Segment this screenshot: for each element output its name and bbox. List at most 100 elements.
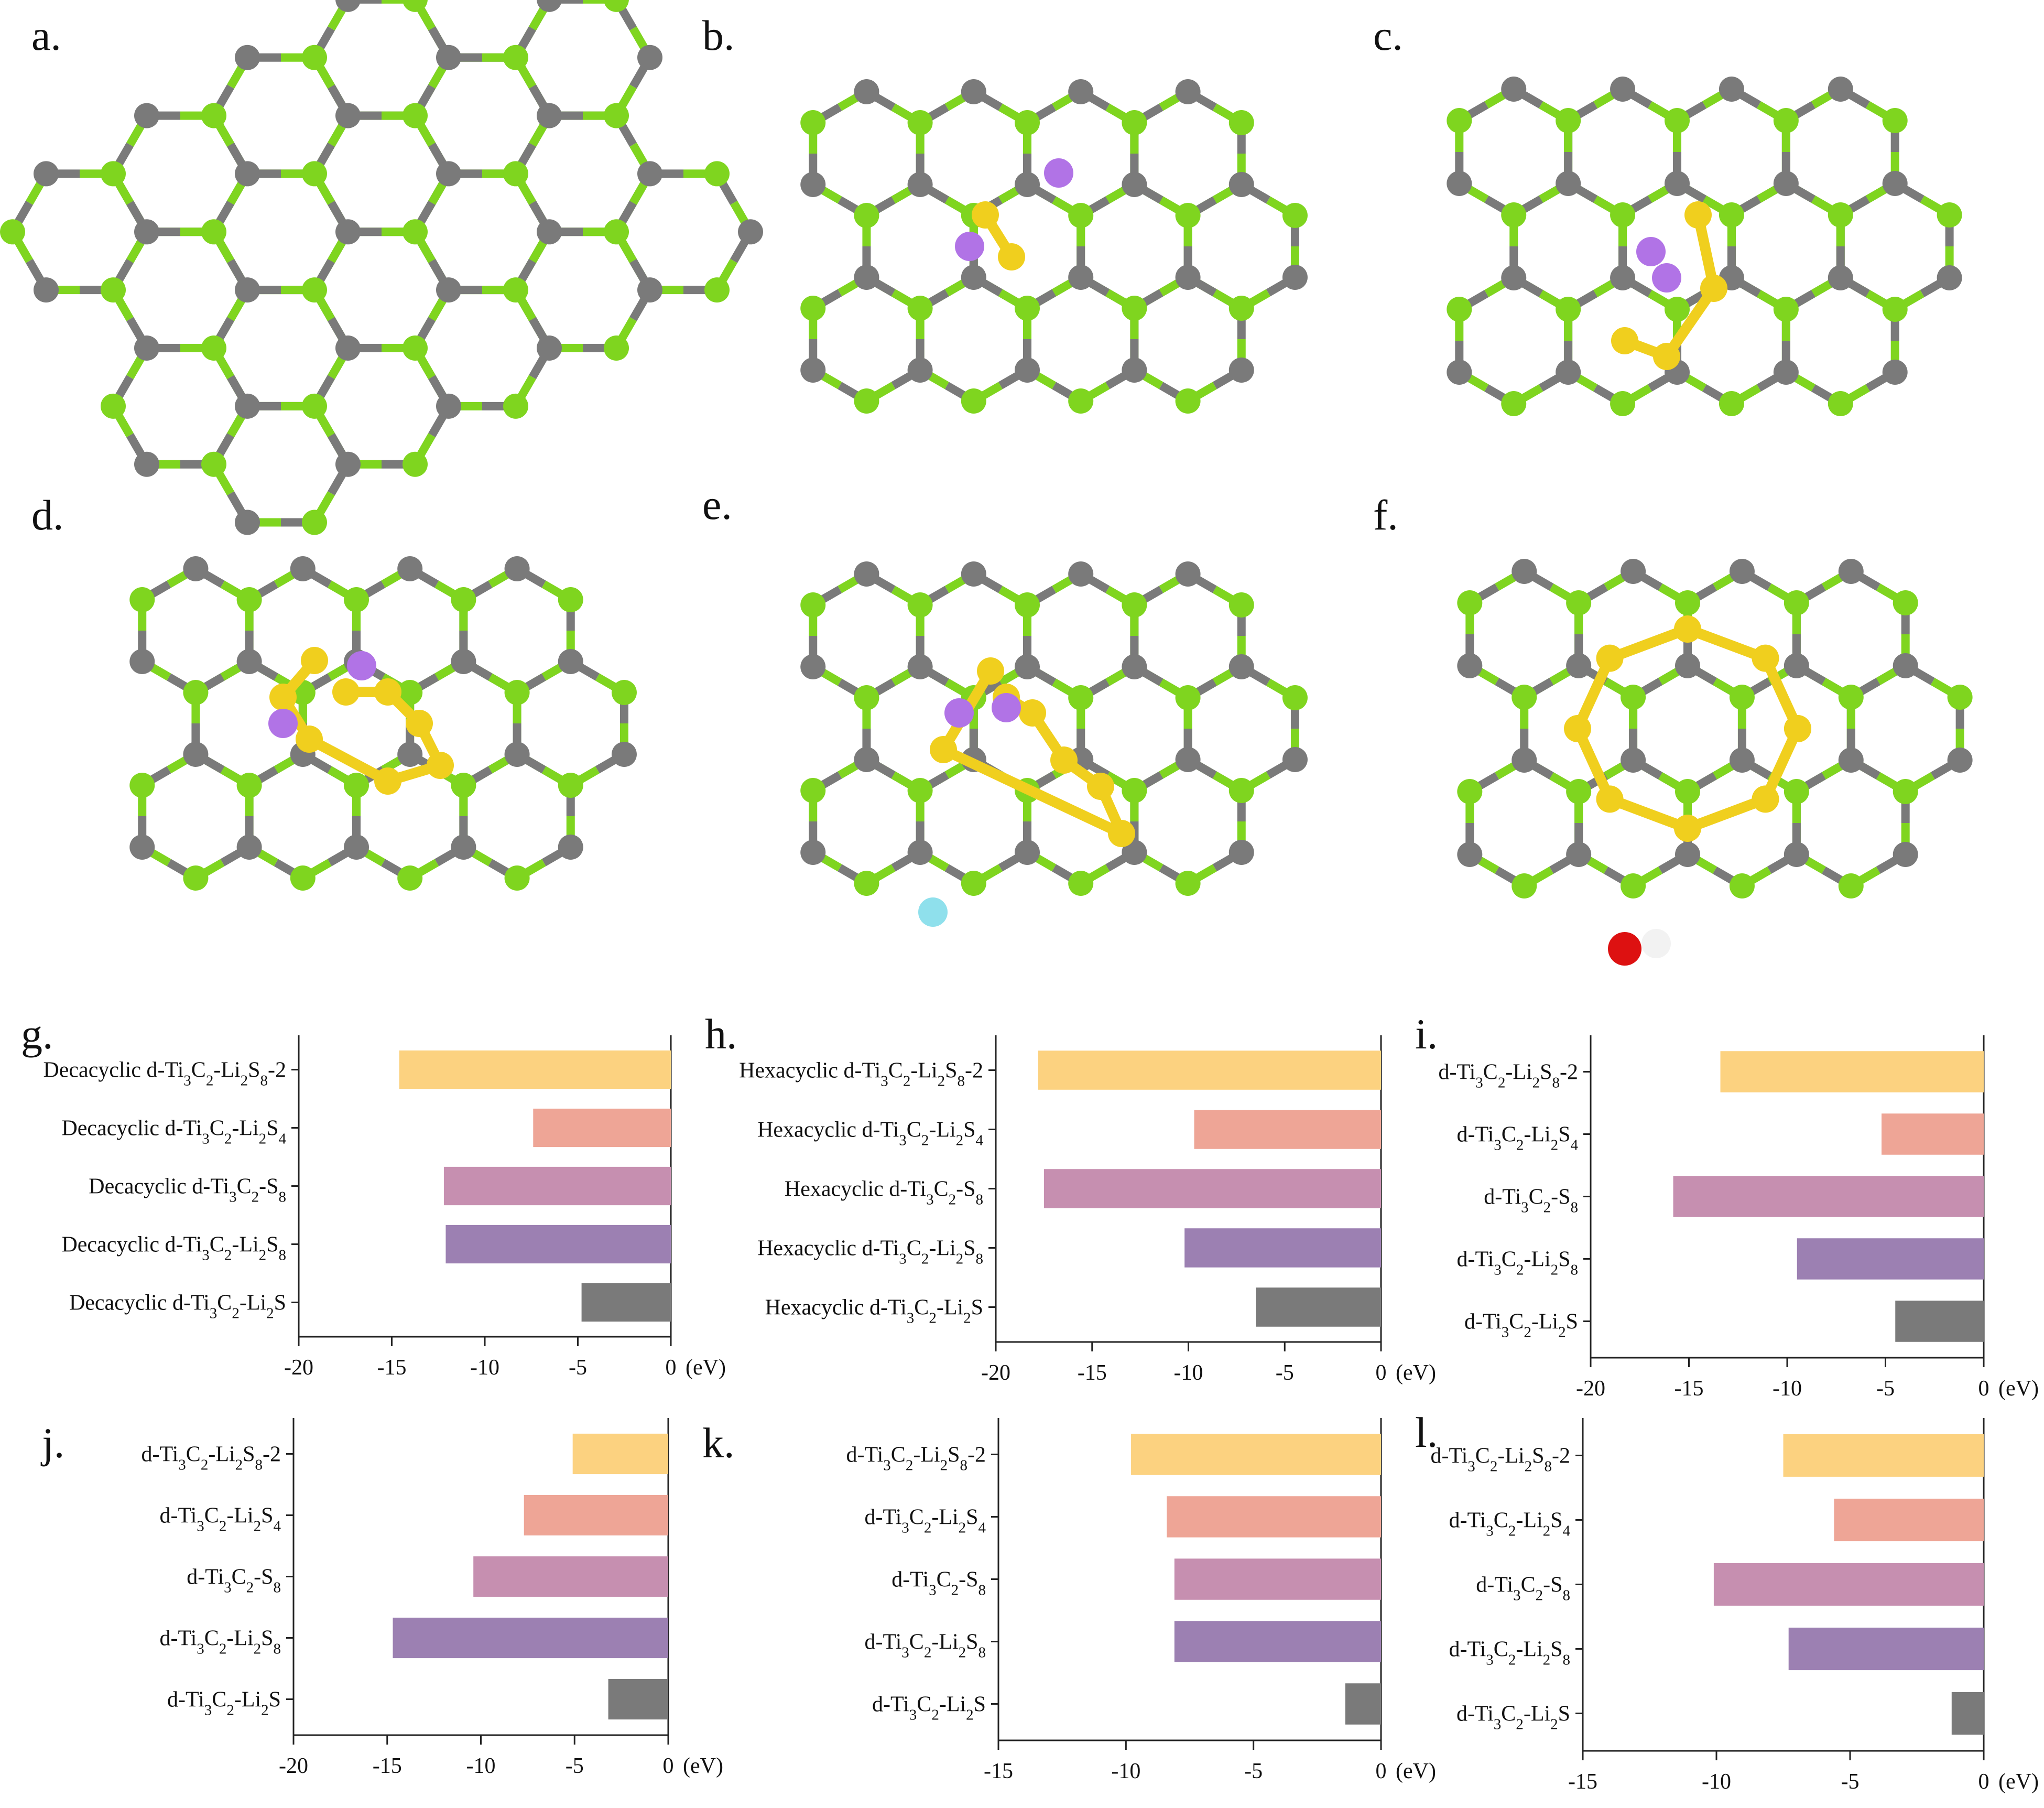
bond bbox=[307, 734, 390, 786]
c-atom bbox=[1015, 172, 1040, 197]
ti-atom bbox=[1937, 202, 1962, 228]
ti-atom bbox=[1175, 685, 1201, 710]
c-atom bbox=[436, 277, 461, 303]
c-atom bbox=[451, 835, 476, 860]
category-label: d-Ti3C2-Li2S4 bbox=[159, 1504, 281, 1535]
c-atom bbox=[1068, 265, 1094, 290]
ti-atom bbox=[1228, 778, 1254, 803]
li-atom bbox=[1652, 263, 1681, 293]
c-atom bbox=[1556, 171, 1581, 196]
c-atom bbox=[1228, 172, 1254, 197]
ti-atom bbox=[302, 161, 327, 187]
bar bbox=[1895, 1301, 1984, 1342]
ti-atom bbox=[451, 773, 476, 798]
s-atom bbox=[1784, 715, 1811, 742]
c-atom bbox=[1068, 79, 1094, 104]
category-label: d-Ti3C2-Li2S8-2 bbox=[141, 1443, 281, 1474]
x-tick-label: -15 bbox=[377, 1356, 407, 1380]
category-label: d-Ti3C2-Li2S8 bbox=[159, 1627, 281, 1658]
bar bbox=[1038, 1051, 1381, 1090]
structure-panel-f: f. bbox=[1373, 491, 1973, 966]
c-atom bbox=[1566, 653, 1592, 678]
li-atom bbox=[955, 232, 984, 261]
ti-atom bbox=[344, 587, 369, 612]
ti-atom bbox=[1675, 590, 1700, 615]
c-atom bbox=[800, 358, 826, 383]
ti-atom bbox=[397, 680, 423, 705]
c-atom bbox=[1838, 559, 1864, 584]
ti-atom bbox=[1773, 297, 1799, 322]
x-tick-label: -10 bbox=[1174, 1361, 1203, 1385]
ti-atom bbox=[1729, 685, 1755, 710]
s-atom bbox=[1108, 820, 1135, 847]
ti-atom bbox=[854, 388, 879, 414]
ti-atom bbox=[800, 110, 826, 135]
category-label: d-Ti3C2-Li2S bbox=[1464, 1310, 1578, 1341]
c-atom bbox=[1610, 77, 1636, 102]
li-atom bbox=[347, 651, 376, 680]
ti-atom bbox=[1228, 296, 1254, 321]
ti-atom bbox=[1621, 685, 1646, 710]
ti-atom bbox=[961, 871, 986, 896]
chart-panel-k: k. -15 -10 -5 0 (eV) d-Ti3C2-Li2S8-2 d-Ti3C2-Li… bbox=[702, 1418, 1436, 1783]
ti-atom bbox=[854, 871, 879, 896]
f-atom bbox=[918, 897, 948, 927]
c-atom bbox=[1122, 358, 1147, 383]
c-atom bbox=[235, 161, 260, 187]
s-atom bbox=[1752, 644, 1779, 672]
c-atom bbox=[1015, 654, 1040, 679]
li-atom bbox=[992, 693, 1021, 722]
ti-atom bbox=[302, 393, 327, 419]
c-atom bbox=[1828, 265, 1853, 290]
c-atom bbox=[1175, 747, 1201, 772]
ti-atom bbox=[854, 203, 879, 228]
c-atom bbox=[183, 556, 209, 581]
ti-atom bbox=[1566, 590, 1592, 615]
panel-label: e. bbox=[702, 481, 732, 528]
c-atom bbox=[1282, 265, 1308, 290]
bar bbox=[1713, 1563, 1984, 1606]
c-atom bbox=[537, 219, 562, 245]
s-atom bbox=[1611, 327, 1638, 354]
ti-atom bbox=[201, 451, 226, 477]
category-label: d-Ti3C2-Li2S bbox=[1456, 1702, 1570, 1733]
c-atom bbox=[1675, 842, 1700, 867]
s-atom bbox=[1653, 343, 1680, 370]
c-atom bbox=[335, 451, 361, 477]
c-atom bbox=[1838, 748, 1864, 773]
ti-atom bbox=[503, 393, 528, 419]
c-atom bbox=[134, 219, 159, 245]
unit-label: (eV) bbox=[686, 1356, 726, 1380]
x-tick-label: -10 bbox=[1702, 1770, 1731, 1794]
c-atom bbox=[235, 393, 260, 419]
ti-atom bbox=[403, 103, 428, 128]
c-atom bbox=[1457, 653, 1483, 678]
ti-atom bbox=[236, 587, 262, 612]
category-label: d-Ti3C2-Li2S8 bbox=[864, 1630, 986, 1661]
structure-panel-a: a. bbox=[0, 0, 763, 535]
x-tick-label: -15 bbox=[1675, 1377, 1704, 1401]
ti-atom bbox=[1228, 110, 1254, 135]
c-atom bbox=[1447, 360, 1472, 385]
c-atom bbox=[637, 277, 662, 303]
c-atom bbox=[1447, 171, 1472, 196]
ti-atom bbox=[1610, 391, 1636, 416]
c-atom bbox=[1675, 653, 1700, 678]
x-tick-label: -15 bbox=[1568, 1770, 1597, 1794]
structure-panel-c: c. bbox=[1373, 12, 1962, 416]
ti-atom bbox=[1784, 590, 1809, 615]
chart-panel-i: i. -20 -15 -10 -5 0 (eV) d-Ti3C2-Li2S8-2 d-Ti3C2… bbox=[1415, 1010, 2039, 1401]
s-atom bbox=[301, 647, 328, 674]
c-atom bbox=[854, 79, 879, 104]
s-atom bbox=[977, 657, 1004, 685]
c-atom bbox=[907, 654, 933, 679]
s-atom bbox=[1700, 275, 1727, 302]
s-atom bbox=[427, 752, 454, 779]
x-tick-label: -10 bbox=[466, 1754, 496, 1778]
c-atom bbox=[1122, 654, 1147, 679]
x-tick-label: -5 bbox=[1841, 1770, 1860, 1794]
c-atom bbox=[1228, 654, 1254, 679]
bar bbox=[524, 1495, 668, 1536]
x-tick-label: -15 bbox=[1078, 1361, 1107, 1385]
